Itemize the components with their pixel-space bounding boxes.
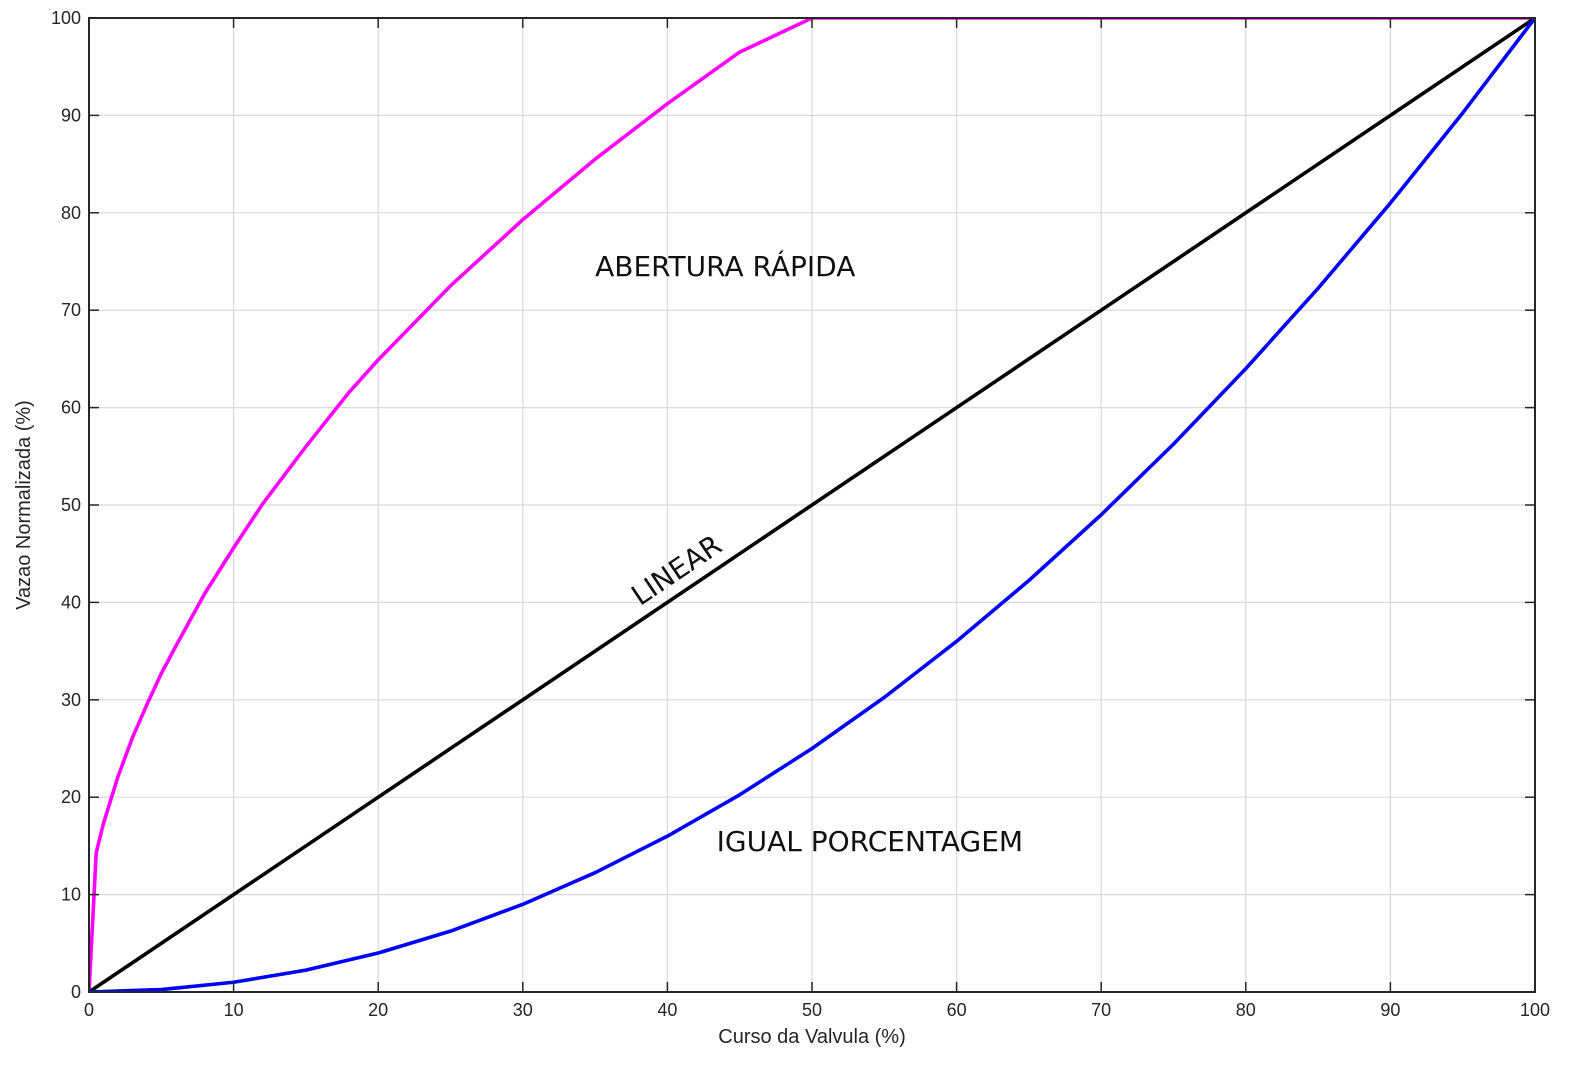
y-tick-label: 0 bbox=[71, 982, 81, 1002]
y-tick-label: 50 bbox=[61, 495, 81, 515]
x-tick-label: 40 bbox=[657, 1000, 677, 1020]
y-tick-label: 20 bbox=[61, 787, 81, 807]
x-tick-label: 90 bbox=[1380, 1000, 1400, 1020]
x-tick-label: 50 bbox=[802, 1000, 822, 1020]
ticks bbox=[88, 17, 1536, 993]
y-tick-label: 10 bbox=[61, 885, 81, 905]
y-tick-label: 70 bbox=[61, 300, 81, 320]
x-tick-label: 70 bbox=[1091, 1000, 1111, 1020]
x-tick-label: 60 bbox=[947, 1000, 967, 1020]
series-layer bbox=[89, 18, 1535, 992]
x-tick-label: 0 bbox=[84, 1000, 94, 1020]
y-axis-label: Vazao Normalizada (%) bbox=[13, 400, 35, 610]
y-tick-label: 90 bbox=[61, 105, 81, 125]
series-line-black bbox=[89, 18, 1535, 992]
x-tick-label: 80 bbox=[1236, 1000, 1256, 1020]
y-tick-label: 30 bbox=[61, 690, 81, 710]
x-tick-label: 100 bbox=[1520, 1000, 1550, 1020]
y-tick-label: 80 bbox=[61, 203, 81, 223]
x-tick-label: 20 bbox=[368, 1000, 388, 1020]
tick-labels: 0 10 20 30 40 50 60 70 80 90 100 0 10 20 30 40 50 60 70 80 9… bbox=[51, 8, 1550, 1020]
x-tick-label: 30 bbox=[513, 1000, 533, 1020]
y-tick-label: 60 bbox=[61, 398, 81, 418]
x-tick-label: 10 bbox=[224, 1000, 244, 1020]
y-tick-label: 40 bbox=[61, 592, 81, 612]
y-tick-label: 100 bbox=[51, 8, 81, 28]
x-axis-label: Curso da Valvula (%) bbox=[718, 1026, 905, 1048]
series-line-blue bbox=[89, 18, 1535, 992]
series-line-magenta bbox=[89, 18, 1535, 992]
annotation-label: IGUAL PORCENTAGEM bbox=[717, 825, 1023, 858]
annotation-label: ABERTURA RÁPIDA bbox=[595, 249, 855, 283]
